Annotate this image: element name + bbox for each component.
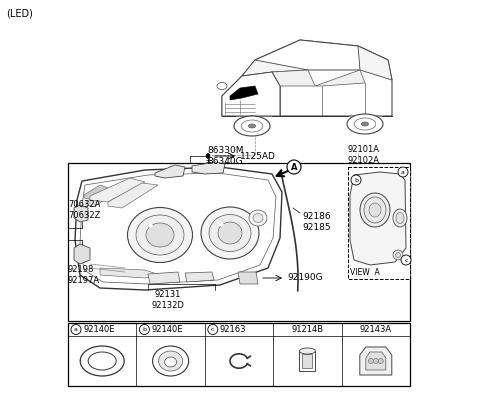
Bar bbox=[348, 167, 410, 279]
Ellipse shape bbox=[300, 348, 315, 354]
Text: VIEW  A: VIEW A bbox=[350, 268, 380, 277]
Ellipse shape bbox=[146, 223, 174, 247]
Ellipse shape bbox=[369, 203, 381, 217]
Ellipse shape bbox=[360, 193, 390, 227]
Circle shape bbox=[378, 359, 384, 364]
Ellipse shape bbox=[396, 212, 404, 223]
Polygon shape bbox=[86, 193, 110, 207]
Ellipse shape bbox=[201, 207, 259, 259]
Ellipse shape bbox=[396, 253, 400, 258]
Ellipse shape bbox=[88, 352, 116, 370]
Bar bbox=[68, 323, 410, 386]
Ellipse shape bbox=[217, 82, 227, 89]
Polygon shape bbox=[222, 72, 280, 116]
Bar bbox=[68, 163, 410, 321]
Circle shape bbox=[351, 175, 361, 185]
Circle shape bbox=[208, 325, 218, 335]
Ellipse shape bbox=[136, 215, 184, 255]
Polygon shape bbox=[255, 40, 388, 72]
Text: 92143A: 92143A bbox=[360, 325, 392, 334]
Polygon shape bbox=[222, 40, 392, 116]
Ellipse shape bbox=[241, 120, 263, 132]
Polygon shape bbox=[358, 46, 392, 80]
Polygon shape bbox=[74, 205, 88, 222]
Text: 92163: 92163 bbox=[220, 325, 246, 334]
Ellipse shape bbox=[249, 124, 256, 128]
Polygon shape bbox=[84, 185, 108, 200]
Text: b: b bbox=[143, 327, 146, 332]
Polygon shape bbox=[192, 162, 225, 174]
Polygon shape bbox=[185, 272, 214, 282]
Circle shape bbox=[401, 255, 411, 265]
Bar bbox=[300, 351, 315, 371]
Polygon shape bbox=[108, 183, 158, 208]
Polygon shape bbox=[350, 172, 406, 265]
Text: A: A bbox=[291, 162, 297, 171]
Circle shape bbox=[71, 325, 81, 335]
Polygon shape bbox=[75, 167, 282, 290]
Polygon shape bbox=[74, 244, 90, 264]
Text: a: a bbox=[74, 327, 78, 332]
Text: 92186
92185: 92186 92185 bbox=[302, 212, 331, 232]
Ellipse shape bbox=[80, 346, 124, 376]
Polygon shape bbox=[242, 60, 308, 76]
Text: (LED): (LED) bbox=[6, 8, 33, 18]
Text: 70632A
70632Z: 70632A 70632Z bbox=[68, 200, 100, 220]
Ellipse shape bbox=[393, 250, 403, 260]
Ellipse shape bbox=[249, 210, 267, 226]
Polygon shape bbox=[100, 268, 160, 278]
Circle shape bbox=[398, 167, 408, 177]
Circle shape bbox=[373, 359, 378, 364]
Polygon shape bbox=[272, 70, 315, 86]
Text: 92140E: 92140E bbox=[151, 325, 183, 334]
Text: 92140E: 92140E bbox=[83, 325, 115, 334]
Ellipse shape bbox=[153, 346, 189, 376]
Ellipse shape bbox=[234, 116, 270, 136]
Ellipse shape bbox=[128, 208, 192, 262]
Ellipse shape bbox=[361, 122, 369, 126]
Ellipse shape bbox=[393, 209, 407, 227]
Ellipse shape bbox=[218, 222, 242, 244]
Text: 1125AD: 1125AD bbox=[240, 152, 276, 160]
Polygon shape bbox=[230, 86, 258, 100]
Text: 92190G: 92190G bbox=[287, 273, 323, 282]
Polygon shape bbox=[360, 347, 392, 375]
Text: c: c bbox=[211, 327, 215, 332]
Ellipse shape bbox=[206, 154, 210, 158]
Polygon shape bbox=[238, 272, 258, 284]
Circle shape bbox=[368, 359, 373, 364]
Ellipse shape bbox=[364, 197, 386, 223]
Text: 92198
92197A: 92198 92197A bbox=[68, 265, 100, 285]
Ellipse shape bbox=[253, 214, 263, 223]
Circle shape bbox=[139, 325, 149, 335]
Ellipse shape bbox=[158, 351, 182, 371]
Polygon shape bbox=[155, 165, 185, 178]
Text: 91214B: 91214B bbox=[291, 325, 324, 334]
Polygon shape bbox=[148, 272, 180, 284]
Polygon shape bbox=[315, 70, 365, 86]
Text: 86330M
86340G: 86330M 86340G bbox=[207, 146, 243, 166]
Ellipse shape bbox=[209, 214, 251, 251]
Polygon shape bbox=[90, 178, 145, 202]
Text: 92131
92132D: 92131 92132D bbox=[152, 290, 184, 310]
Ellipse shape bbox=[354, 118, 376, 130]
Text: b: b bbox=[354, 178, 358, 182]
Ellipse shape bbox=[165, 357, 177, 367]
Ellipse shape bbox=[347, 114, 383, 134]
Text: 92101A
92102A: 92101A 92102A bbox=[348, 145, 380, 165]
Text: c: c bbox=[404, 258, 408, 262]
Circle shape bbox=[287, 160, 301, 174]
Text: a: a bbox=[401, 169, 405, 175]
Bar bbox=[302, 354, 312, 368]
Polygon shape bbox=[366, 352, 386, 370]
